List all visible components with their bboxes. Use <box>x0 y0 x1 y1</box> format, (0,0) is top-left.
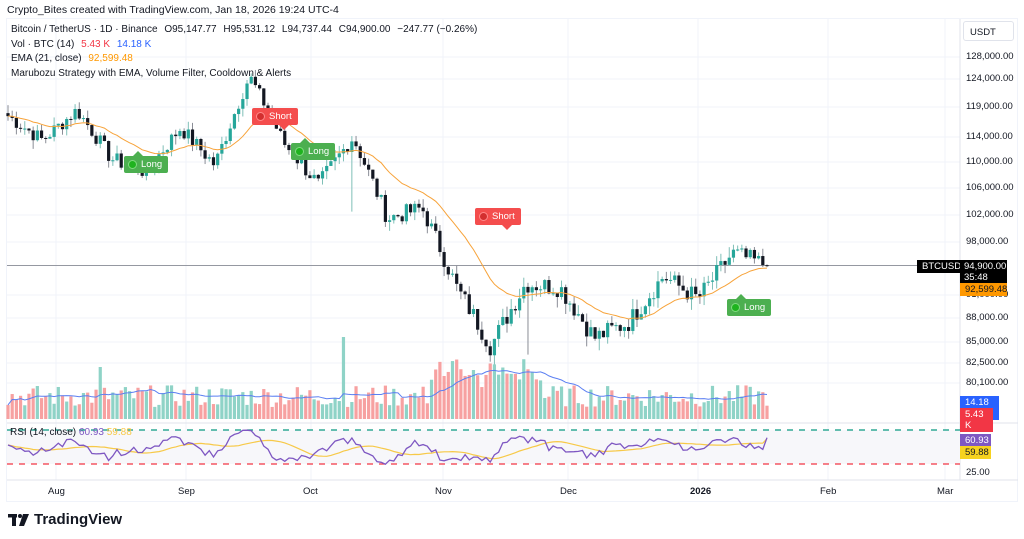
volume-legend-row[interactable]: Vol · BTC (14) 5.43 K 14.18 K <box>11 38 481 53</box>
ema-price-tag: 92,599.48 <box>960 283 1007 296</box>
short-signal-icon <box>479 212 488 221</box>
price-axis-label: 124,000.00 <box>966 73 1014 84</box>
rsi-ma-tag: 59.88 <box>960 446 991 459</box>
price-axis-label: 85,000.00 <box>966 336 1009 347</box>
time-axis-label: Aug <box>48 486 65 497</box>
last-price-tag: 94,900.00 35:48 <box>960 260 1007 284</box>
strategy-label: Marubozu Strategy with EMA, Volume Filte… <box>11 67 292 79</box>
ema-value: 92,599.48 <box>88 53 133 64</box>
rsi-ma-value: 59.88 <box>106 427 132 438</box>
tradingview-logo-icon <box>8 513 30 526</box>
rsi-value: 60.93 <box>78 427 104 438</box>
volume-ma-value: 14.18 K <box>116 38 152 50</box>
symbol-ohlc-row: Bitcoin / TetherUS · 1D · Binance O95,14… <box>11 23 481 38</box>
ohlc-open: O95,147.77 <box>164 24 217 35</box>
rsi-tag: 60.93 <box>960 434 991 447</box>
volume-tag: 5.43 K <box>960 408 993 432</box>
strategy-legend-row[interactable]: Marubozu Strategy with EMA, Volume Filte… <box>11 67 481 82</box>
time-axis-label: Feb <box>820 486 837 497</box>
ohlc-change: −247.77 (−0.26%) <box>397 24 478 35</box>
signal-text: Short <box>269 111 292 122</box>
tradingview-brand: TradingView <box>34 511 123 528</box>
long-signal-icon <box>731 303 740 312</box>
signal-text: Long <box>141 159 163 170</box>
time-axis-label: Mar <box>937 486 954 497</box>
price-axis-label: 110,000.00 <box>966 156 1013 167</box>
long-signal-label: Long <box>124 151 169 173</box>
short-signal-label: Short <box>475 208 521 230</box>
ohlc-high: H95,531.12 <box>223 24 276 35</box>
price-axis-label: 114,000.00 <box>966 131 1013 142</box>
long-signal-label: Long <box>727 294 772 316</box>
price-axis-label: 88,000.00 <box>966 312 1009 323</box>
symbol-name[interactable]: Bitcoin / TetherUS · 1D · Binance <box>11 24 158 35</box>
long-signal-icon <box>295 147 304 156</box>
price-axis-label: 106,000.00 <box>966 182 1014 193</box>
chart-frame <box>6 18 1018 502</box>
rsi-legend[interactable]: RSI (14, close) 60.93 59.88 <box>10 427 132 438</box>
bar-countdown: 35:48 <box>964 272 988 283</box>
time-axis-label: 2026 <box>690 486 712 497</box>
time-axis-label: Dec <box>560 486 577 497</box>
price-axis-label: 80,100.00 <box>966 377 1009 388</box>
time-axis-label: Sep <box>178 486 195 497</box>
time-axis-label: Nov <box>435 486 452 497</box>
symbol-price-tag: BTCUSDT <box>917 260 972 273</box>
signal-text: Long <box>308 146 330 157</box>
price-axis-label: 82,500.00 <box>966 357 1009 368</box>
price-axis-label: 25.00 <box>966 467 990 478</box>
ohlc-low: L94,737.44 <box>281 24 332 35</box>
price-axis-label: 128,000.00 <box>966 51 1014 62</box>
short-signal-icon <box>256 112 265 121</box>
short-signal-label: Short <box>252 108 298 130</box>
tradingview-logo[interactable]: TradingView <box>8 511 122 528</box>
long-signal-label: Long <box>291 138 336 160</box>
long-signal-icon <box>128 160 137 169</box>
main-legend: Bitcoin / TetherUS · 1D · Binance O95,14… <box>11 23 481 81</box>
currency-selector[interactable]: USDT <box>963 21 1014 41</box>
chart-credit: Crypto_Bites created with TradingView.co… <box>7 4 339 16</box>
ema-legend-row[interactable]: EMA (21, close) 92,599.48 <box>11 52 481 67</box>
ema-label: EMA (21, close) <box>11 53 82 64</box>
price-axis-label: 102,000.00 <box>966 209 1014 220</box>
signal-text: Short <box>492 211 515 222</box>
last-price-value: 94,900.00 <box>964 261 1007 272</box>
volume-label: Vol · BTC (14) <box>11 38 75 50</box>
ohlc-close: C94,900.00 <box>338 24 391 35</box>
signal-text: Long <box>744 302 766 313</box>
volume-value: 5.43 K <box>81 38 111 50</box>
time-axis-label: Oct <box>303 486 318 497</box>
price-axis-label: 98,000.00 <box>966 236 1009 247</box>
rsi-label: RSI (14, close) <box>10 427 77 438</box>
price-axis-label: 119,000.00 <box>966 101 1013 112</box>
